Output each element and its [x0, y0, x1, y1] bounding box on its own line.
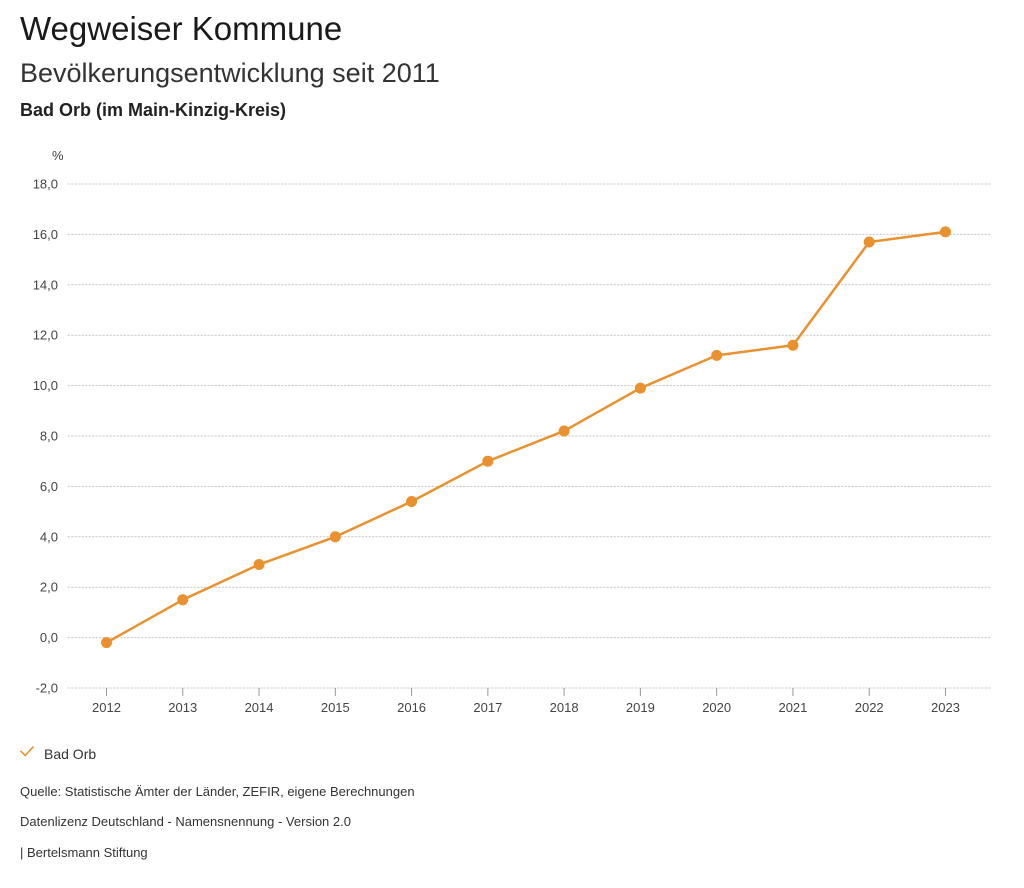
- svg-text:2023: 2023: [931, 700, 960, 715]
- svg-text:2021: 2021: [778, 700, 807, 715]
- svg-text:6,0: 6,0: [40, 479, 58, 494]
- svg-text:0,0: 0,0: [40, 630, 58, 645]
- svg-text:2022: 2022: [855, 700, 884, 715]
- svg-text:2018: 2018: [550, 700, 579, 715]
- svg-text:2013: 2013: [168, 700, 197, 715]
- svg-text:2016: 2016: [397, 700, 426, 715]
- svg-text:2,0: 2,0: [40, 580, 58, 595]
- svg-text:14,0: 14,0: [33, 277, 58, 292]
- svg-text:2019: 2019: [626, 700, 655, 715]
- svg-text:2015: 2015: [321, 700, 350, 715]
- svg-text:2017: 2017: [473, 700, 502, 715]
- svg-text:4,0: 4,0: [40, 529, 58, 544]
- svg-text:8,0: 8,0: [40, 429, 58, 444]
- svg-text:10,0: 10,0: [33, 378, 58, 393]
- svg-text:-2,0: -2,0: [36, 681, 58, 696]
- svg-text:2020: 2020: [702, 700, 731, 715]
- svg-text:12,0: 12,0: [33, 328, 58, 343]
- svg-text:2012: 2012: [92, 700, 121, 715]
- svg-text:18,0: 18,0: [33, 177, 58, 192]
- svg-text:16,0: 16,0: [33, 227, 58, 242]
- svg-text:2014: 2014: [245, 700, 274, 715]
